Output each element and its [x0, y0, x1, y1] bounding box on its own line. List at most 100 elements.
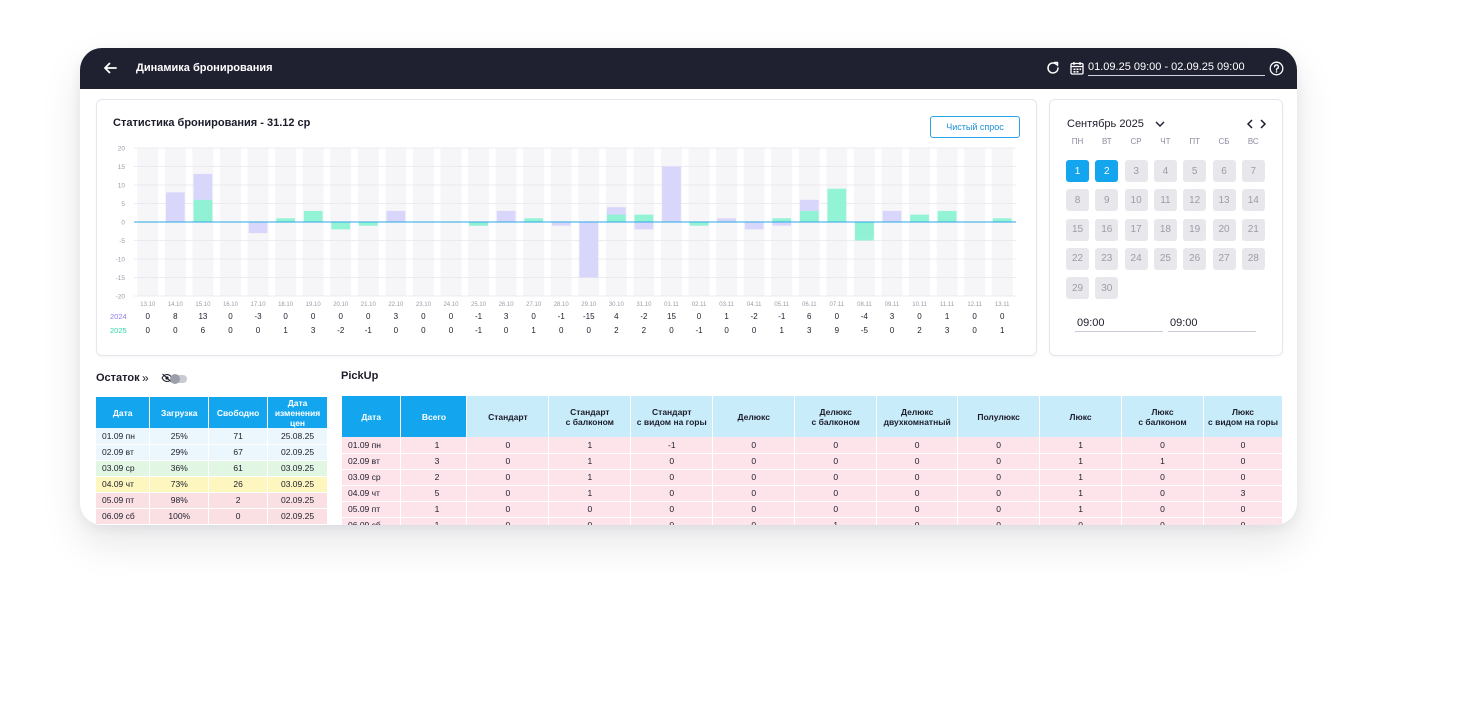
visibility-toggle[interactable]	[170, 374, 187, 384]
table-cell: 0	[712, 517, 796, 525]
calendar-day[interactable]: 19	[1183, 218, 1207, 241]
value-2025: 6	[201, 326, 206, 335]
calendar-day[interactable]: 6	[1212, 160, 1236, 182]
expand-chevron[interactable]: »	[142, 371, 149, 385]
pickup-column-header: Полулюкс	[957, 396, 1041, 437]
value-2025: -2	[337, 326, 345, 335]
bar-2025	[193, 199, 213, 222]
calendar-month-label[interactable]: Сентябрь 2025	[1067, 118, 1144, 130]
page-title: Динамика бронирования	[136, 62, 273, 74]
y-tick-label: -5	[119, 238, 125, 245]
calendar-day[interactable]: 22	[1066, 247, 1089, 270]
table-cell: 1	[548, 469, 632, 486]
calendar-day[interactable]: 7	[1241, 160, 1265, 182]
table-cell: 0	[1203, 453, 1284, 470]
pure-demand-button[interactable]: Чистый спрос	[930, 116, 1020, 138]
calendar-day[interactable]: 3	[1124, 160, 1148, 182]
y-tick-label: 20	[118, 146, 126, 153]
y-tick-label: 0	[121, 220, 125, 227]
value-2024: 0	[338, 312, 343, 321]
calendar-day[interactable]: 15	[1066, 218, 1089, 241]
value-2025: 0	[228, 326, 233, 335]
bar-2025	[827, 188, 847, 222]
y-tick-label: 5	[121, 201, 125, 208]
remainder-column-header: Дата изменения цен	[267, 397, 328, 428]
chevron-down-icon[interactable]	[1154, 118, 1166, 130]
legend-2025: 2025	[110, 326, 127, 335]
calendar-day[interactable]: 5	[1183, 160, 1207, 182]
calendar-day[interactable]: 16	[1095, 218, 1119, 241]
table-cell: 0	[794, 453, 878, 470]
bar-2025	[689, 222, 709, 226]
calendar-day[interactable]: 9	[1095, 189, 1119, 212]
value-2025: 0	[724, 326, 729, 335]
remainder-title: Остаток	[96, 372, 140, 384]
pickup-title: PickUp	[341, 370, 379, 382]
calendar-day[interactable]: 23	[1095, 247, 1119, 270]
refresh-icon[interactable]	[1045, 60, 1061, 76]
table-cell: 04.09 чт	[342, 485, 402, 502]
calendar-day[interactable]: 8	[1066, 189, 1089, 212]
chevron-left-icon[interactable]	[1245, 118, 1255, 130]
table-row: 04.09 чт 5 0 1 0 0 0 0 0 1 0 3	[342, 485, 1284, 502]
calendar-day[interactable]: 12	[1183, 189, 1207, 212]
calendar-day[interactable]: 27	[1212, 247, 1236, 270]
bar-2025	[937, 210, 957, 222]
chevron-right-icon[interactable]	[1258, 118, 1268, 130]
x-tick-label: 22.10	[388, 302, 404, 308]
calendar-icon[interactable]	[1070, 61, 1084, 75]
calendar-day[interactable]: 26	[1183, 247, 1207, 270]
back-arrow-icon[interactable]	[102, 60, 118, 76]
table-row: 06.09 сб 100% 0 02.09.25	[96, 508, 328, 525]
calendar-day[interactable]: 11	[1153, 189, 1177, 212]
value-2024: -1	[475, 312, 483, 321]
pickup-column-header: Люкс	[1039, 396, 1123, 437]
calendar-day[interactable]: 2	[1095, 160, 1119, 182]
bar-2025	[303, 210, 323, 222]
value-2024: 0	[531, 312, 536, 321]
help-icon[interactable]	[1269, 61, 1284, 76]
value-2024: 1	[945, 312, 950, 321]
calendar-day[interactable]: 29	[1066, 277, 1089, 300]
table-cell: 0	[1121, 469, 1204, 486]
table-cell: 1	[548, 485, 632, 502]
calendar-day[interactable]: 28	[1241, 247, 1265, 270]
table-cell: 0	[1203, 501, 1284, 518]
x-tick-label: 18.10	[278, 302, 294, 308]
table-cell: 1	[794, 517, 878, 525]
table-cell: 02.09.25	[267, 508, 328, 525]
value-2025: -5	[861, 326, 869, 335]
table-cell: 0	[712, 485, 796, 502]
calendar-day[interactable]: 14	[1241, 189, 1265, 212]
calendar-day[interactable]: 21	[1241, 218, 1265, 241]
value-2025: 0	[890, 326, 895, 335]
calendar-day[interactable]: 30	[1095, 277, 1119, 300]
calendar-day[interactable]: 1	[1066, 160, 1089, 182]
x-tick-label: 24.10	[443, 302, 459, 308]
calendar-day[interactable]: 18	[1153, 218, 1177, 241]
bar-2024	[634, 222, 654, 230]
calendar-day[interactable]: 20	[1212, 218, 1236, 241]
table-row: 04.09 чт 73% 26 03.09.25	[96, 476, 328, 493]
table-cell: 0	[957, 437, 1041, 454]
time-from-input[interactable]: 09:00	[1075, 316, 1163, 332]
calendar-day[interactable]: 17	[1124, 218, 1148, 241]
value-2024: -4	[861, 312, 869, 321]
table-cell: 0	[794, 501, 878, 518]
calendar-day[interactable]: 24	[1124, 247, 1148, 270]
date-range-picker[interactable]: 01.09.25 09:00 - 02.09.25 09:00	[1088, 61, 1265, 76]
x-tick-label: 28.10	[554, 302, 570, 308]
table-cell: 06.09 сб	[96, 508, 151, 525]
time-to-input[interactable]: 09:00	[1168, 316, 1256, 332]
calendar-day[interactable]: 4	[1153, 160, 1177, 182]
table-cell: 1	[1039, 437, 1123, 454]
table-cell: 2	[400, 469, 468, 486]
bar-2025	[358, 222, 378, 226]
calendar-day[interactable]: 10	[1124, 189, 1148, 212]
x-tick-label: 23.10	[416, 302, 432, 308]
calendar-day[interactable]: 25	[1153, 247, 1177, 270]
bar-2024	[248, 222, 268, 234]
table-cell: 0	[712, 453, 796, 470]
calendar-day[interactable]: 13	[1212, 189, 1236, 212]
value-2024: 0	[283, 312, 288, 321]
